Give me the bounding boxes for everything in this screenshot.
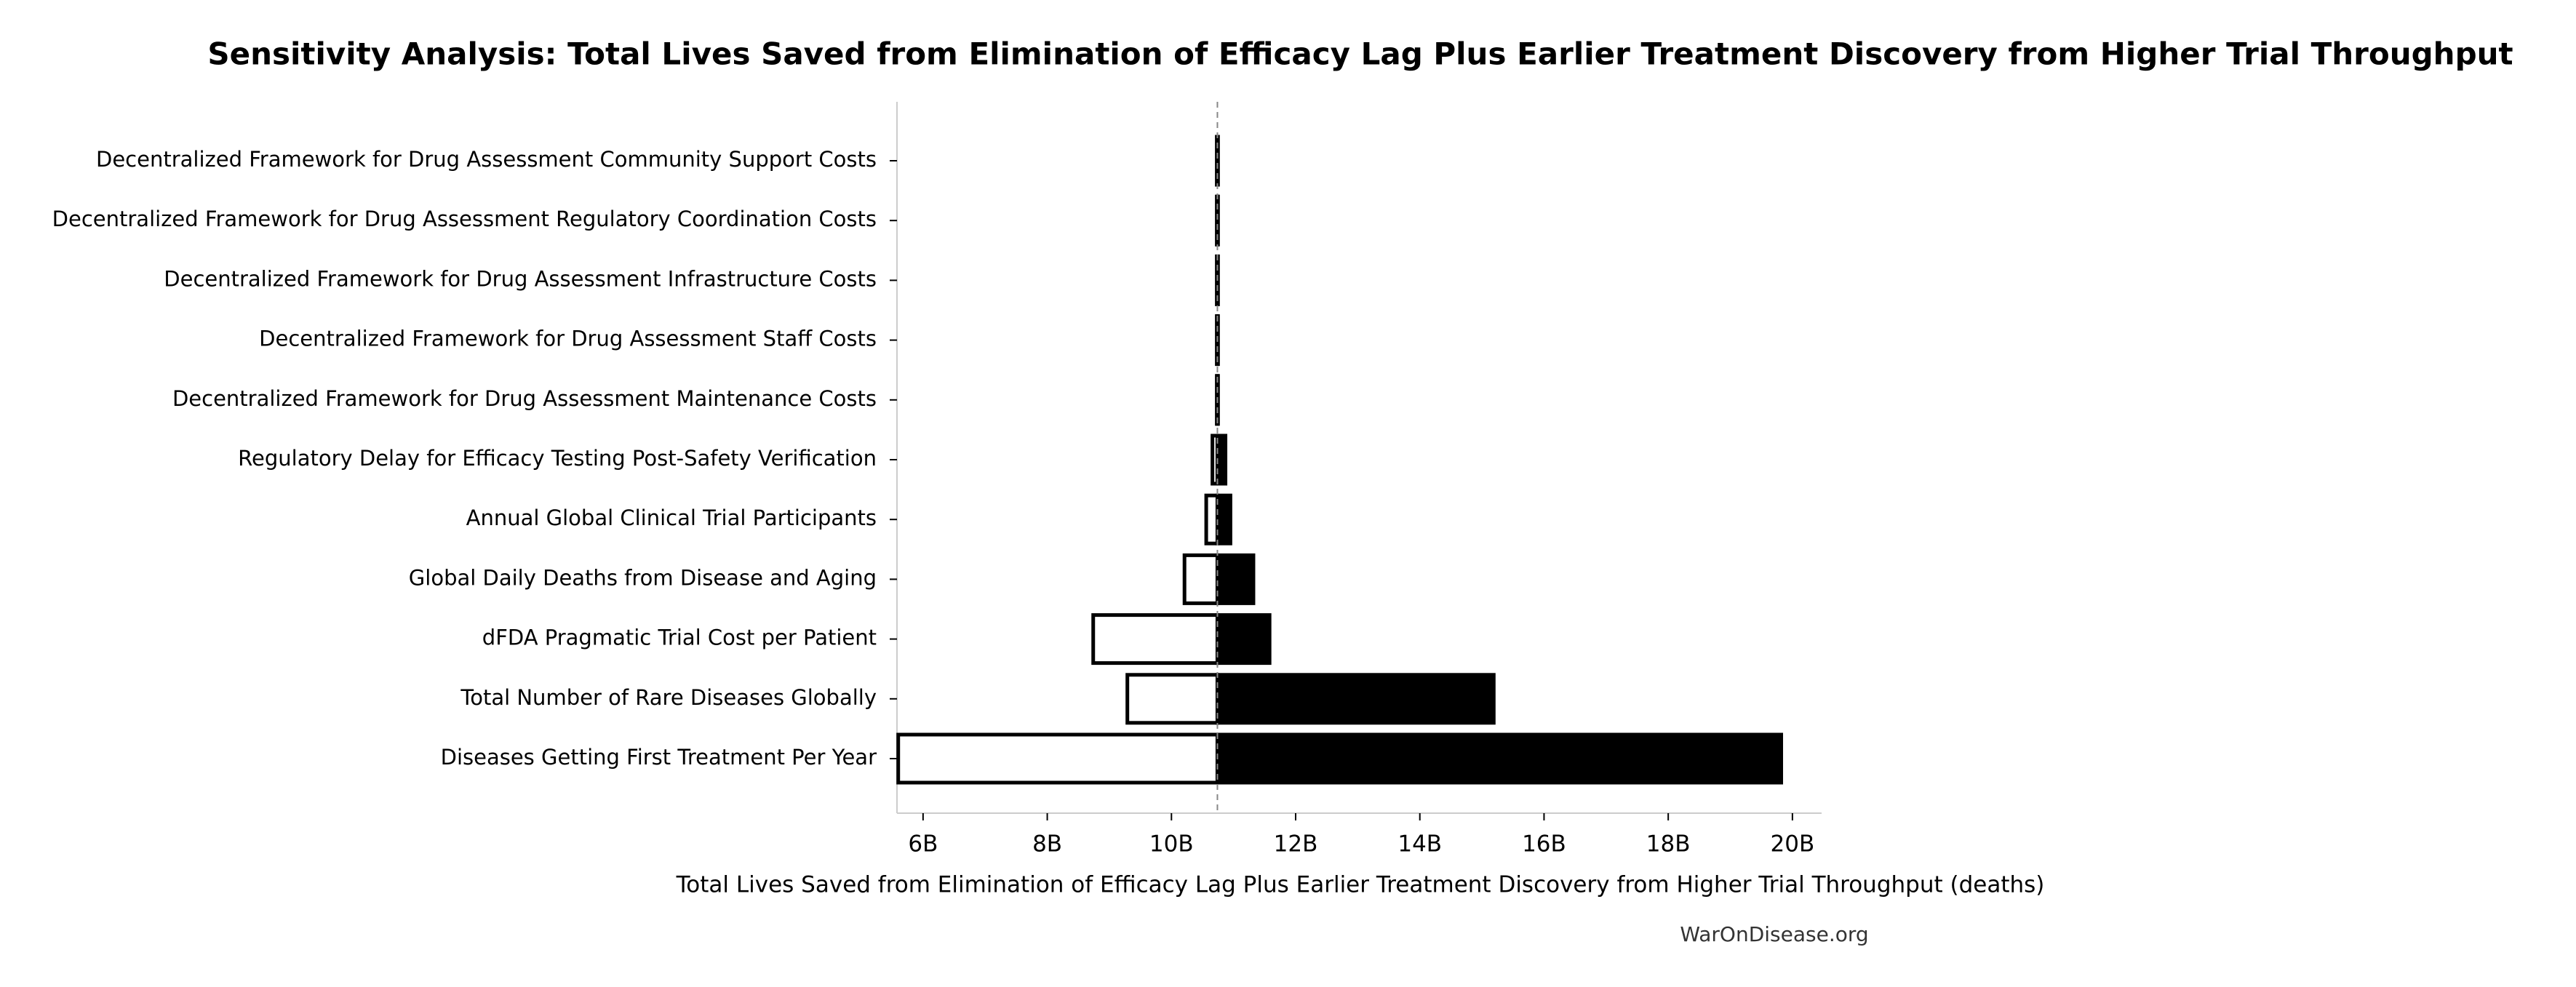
x-axis-label: Total Lives Saved from Elimination of Ef…: [676, 872, 2045, 898]
high-bar: [1215, 433, 1228, 486]
x-tick-label: 8B: [1032, 831, 1062, 858]
y-tick-label: Global Daily Deaths from Disease and Agi…: [409, 565, 877, 590]
y-tick-label: Decentralized Framework for Drug Assessm…: [259, 327, 877, 351]
high-bar: [1215, 553, 1256, 605]
source: WarOnDisease.org: [1680, 922, 1868, 946]
low-bar: [1182, 553, 1219, 605]
chart-title: Sensitivity Analysis: Total Lives Saved …: [207, 36, 2513, 72]
x-tick-label: 18B: [1646, 831, 1691, 858]
y-tick-label: Decentralized Framework for Drug Assessm…: [172, 386, 877, 411]
y-tick-label: Annual Global Clinical Trial Participant…: [466, 506, 877, 530]
high-bar: [1215, 493, 1232, 546]
y-tick-label: Decentralized Framework for Drug Assessm…: [164, 266, 877, 291]
high-bar: [1215, 673, 1496, 725]
y-tick-label: Diseases Getting First Treatment Per Yea…: [441, 745, 877, 770]
low-bar: [896, 732, 1219, 785]
y-tick-label: dFDA Pragmatic Trial Cost per Patient: [482, 626, 877, 650]
x-tick-label: 20B: [1771, 831, 1815, 858]
low-bar: [1091, 613, 1219, 666]
y-tick-label: Regulatory Delay for Efficacy Testing Po…: [238, 446, 877, 471]
y-tick-label: Total Number of Rare Diseases Globally: [460, 685, 877, 710]
x-tick-label: 6B: [908, 831, 938, 858]
low-bar: [1125, 673, 1219, 725]
x-tick-label: 14B: [1397, 831, 1442, 858]
y-tick-label: Decentralized Framework for Drug Assessm…: [96, 147, 877, 172]
high-bar: [1215, 613, 1272, 666]
x-tick-label: 12B: [1274, 831, 1318, 858]
y-tick-label: Decentralized Framework for Drug Assessm…: [52, 207, 877, 231]
x-tick-label: 16B: [1522, 831, 1566, 858]
x-tick-label: 10B: [1149, 831, 1194, 858]
high-bar: [1215, 732, 1784, 785]
